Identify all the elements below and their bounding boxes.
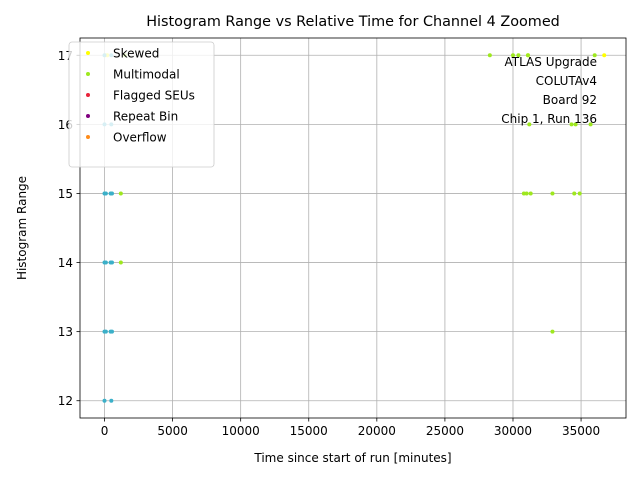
- data-point-multimodal: [573, 122, 578, 127]
- legend-marker-overflow: [86, 135, 90, 139]
- data-point-multimodal: [524, 191, 529, 196]
- data-point-skewed: [602, 53, 607, 58]
- data-point-multimodal: [118, 260, 123, 265]
- data-point-multimodal: [588, 122, 593, 127]
- data-point-unlabeled: [109, 398, 114, 403]
- x-tick-label: 35000: [562, 424, 600, 438]
- data-point-unlabeled: [103, 260, 108, 265]
- legend-label-overflow: Overflow: [113, 131, 167, 145]
- annotation-line: Board 92: [543, 93, 597, 107]
- x-tick-label: 0: [101, 424, 109, 438]
- data-point-multimodal: [118, 191, 123, 196]
- x-tick-label: 30000: [494, 424, 532, 438]
- legend-box: [68, 41, 215, 168]
- annotation-line: Chip 1, Run 136: [501, 112, 597, 126]
- x-tick-label: 25000: [426, 424, 464, 438]
- data-point-multimodal: [569, 122, 574, 127]
- data-point-multimodal: [577, 191, 582, 196]
- data-point-multimodal: [525, 53, 530, 58]
- data-point-unlabeled: [103, 191, 108, 196]
- y-axis-title: Histogram Range: [15, 176, 29, 280]
- legend-label-repeat-bin: Repeat Bin: [113, 110, 178, 124]
- legend: Skewed Multimodal Flagged SEUs Repeat Bin Ov…: [68, 41, 215, 168]
- legend-marker-multimodal: [86, 72, 90, 76]
- data-point-multimodal: [516, 53, 521, 58]
- y-tick-label: 14: [58, 256, 73, 270]
- x-tick-label: 10000: [222, 424, 260, 438]
- x-tick-label: 5000: [157, 424, 188, 438]
- legend-marker-skewed: [86, 51, 90, 55]
- annotation-line: ATLAS Upgrade: [504, 55, 597, 69]
- grid: [80, 38, 626, 418]
- data-point-multimodal: [572, 191, 577, 196]
- data-point-multimodal: [527, 122, 532, 127]
- x-axis-title: Time since start of run [minutes]: [253, 451, 451, 465]
- data-point-multimodal: [487, 53, 492, 58]
- data-point-unlabeled: [109, 329, 114, 334]
- x-tick-label: 15000: [290, 424, 328, 438]
- y-tick-label: 12: [58, 394, 73, 408]
- data-point-unlabeled: [109, 260, 114, 265]
- legend-marker-flagged-seus: [86, 93, 90, 97]
- axes-frame: [79, 37, 627, 419]
- data-point-multimodal: [528, 191, 533, 196]
- data-point-unlabeled: [102, 398, 107, 403]
- y-tick-label: 15: [58, 187, 73, 201]
- x-tick-label: 20000: [358, 424, 396, 438]
- legend-label-skewed: Skewed: [113, 47, 159, 61]
- data-point-multimodal: [592, 53, 597, 58]
- y-tick-label: 13: [58, 325, 73, 339]
- data-point-unlabeled: [109, 191, 114, 196]
- annotation: ATLAS Upgrade COLUTAv4 Board 92 Chip 1, Run…: [501, 55, 597, 126]
- data-point-multimodal: [550, 329, 555, 334]
- legend-label-flagged-seus: Flagged SEUs: [113, 89, 195, 103]
- legend-marker-repeat-bin: [86, 114, 90, 118]
- data-point-multimodal: [550, 191, 555, 196]
- annotation-line: COLUTAv4: [536, 74, 597, 88]
- data-point-unlabeled: [103, 329, 108, 334]
- data-point-multimodal: [510, 53, 515, 58]
- chart-title: Histogram Range vs Relative Time for Cha…: [146, 14, 560, 30]
- legend-label-multimodal: Multimodal: [113, 68, 180, 82]
